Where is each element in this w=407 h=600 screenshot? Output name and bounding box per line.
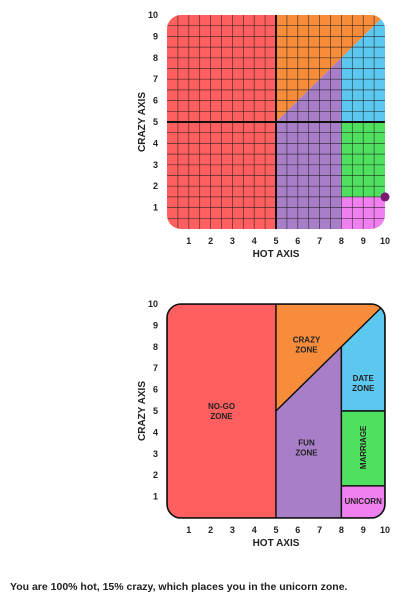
x-tick-label: 3 — [230, 525, 235, 535]
x-axis-label: HOT AXIS — [253, 249, 300, 260]
x-tick-label: 8 — [339, 525, 344, 535]
x-tick-label: 6 — [295, 525, 300, 535]
x-tick-label: 1 — [186, 525, 191, 535]
zone-marriage — [340, 410, 385, 487]
x-tick-label: 10 — [380, 236, 390, 246]
y-tick-label: 4 — [153, 138, 158, 148]
x-tick-label: 7 — [317, 236, 322, 246]
x-tick-label: 2 — [208, 236, 213, 246]
y-tick-label: 2 — [153, 181, 158, 191]
zone-date-zone — [340, 304, 385, 412]
y-tick-label: 5 — [153, 117, 158, 127]
zone-label-fun-zone: ZONE — [295, 448, 318, 457]
x-tick-label: 5 — [273, 525, 278, 535]
zone-label-unicorn: UNICORN — [345, 497, 383, 506]
y-tick-label: 3 — [153, 160, 158, 170]
x-tick-label: 4 — [252, 236, 257, 246]
y-tick-label: 1 — [153, 492, 158, 502]
zone-grid-chart: 1 2 3 4 5 6 7 8 9 10 1 2 3 4 5 6 7 8 9 10 HOT AXIS CRAZY AXIS — [137, 10, 390, 260]
y-tick-label: 2 — [153, 470, 158, 480]
zone-unicorn — [340, 485, 385, 518]
y-tick-label: 7 — [153, 74, 158, 84]
y-tick-label: 3 — [153, 449, 158, 459]
zone-label-date-zone: ZONE — [352, 384, 375, 393]
y-tick-label: 4 — [153, 427, 158, 437]
chart-border — [166, 303, 386, 519]
zone-map-chart: NO-GOZONECRAZYZONEFUNZONEDATEZONEMARRIAG… — [137, 299, 390, 549]
x-tick-label: 2 — [208, 525, 213, 535]
y-tick-label: 5 — [153, 406, 158, 416]
zone-label-no-go-zone: NO-GO — [208, 402, 235, 411]
x-tick-label: 7 — [317, 525, 322, 535]
zone-label-no-go-zone: ZONE — [210, 412, 233, 421]
y-tick-label: 10 — [148, 299, 158, 309]
x-tick-label: 9 — [361, 525, 366, 535]
x-tick-label: 9 — [361, 236, 366, 246]
y-tick-label: 1 — [153, 203, 158, 213]
y-tick-label: 8 — [153, 53, 158, 63]
zone-fills — [167, 15, 385, 229]
x-tick-label: 4 — [252, 525, 257, 535]
x-axis-label: HOT AXIS — [253, 538, 300, 549]
result-message: You are 100% hot, 15% crazy, which place… — [10, 581, 348, 593]
x-tick-label: 1 — [186, 236, 191, 246]
y-tick-label: 6 — [153, 96, 158, 106]
y-axis-label: CRAZY AXIS — [137, 92, 148, 152]
x-tick-label: 10 — [380, 525, 390, 535]
y-tick-label: 8 — [153, 342, 158, 352]
x-tick-label: 6 — [295, 236, 300, 246]
zone-no-go-zone — [167, 304, 277, 518]
zone-label-fun-zone: FUN — [298, 438, 315, 447]
zone-label-marriage: MARRIAGE — [359, 425, 368, 469]
x-tick-label: 3 — [230, 236, 235, 246]
zone-label-crazy-zone: CRAZY — [293, 336, 321, 345]
y-tick-label: 10 — [148, 10, 158, 20]
y-tick-label: 7 — [153, 363, 158, 373]
result-point — [380, 192, 390, 202]
y-tick-label: 9 — [153, 320, 158, 330]
zone-regions — [167, 304, 385, 518]
x-tick-label: 5 — [273, 236, 278, 246]
y-axis-label: CRAZY AXIS — [137, 381, 148, 441]
zone-label-crazy-zone: ZONE — [295, 346, 318, 355]
y-tick-label: 9 — [153, 31, 158, 41]
zone-label-date-zone: DATE — [353, 374, 375, 383]
y-tick-label: 6 — [153, 385, 158, 395]
x-tick-label: 8 — [339, 236, 344, 246]
